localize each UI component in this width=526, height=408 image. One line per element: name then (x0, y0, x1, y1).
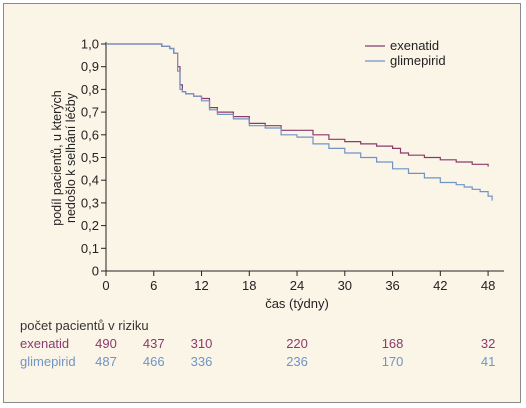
risk-value: 490 (95, 336, 117, 351)
y-tick-label: 0,6 (81, 127, 99, 142)
y-tick-label: 0,1 (81, 241, 99, 256)
risk-value: 487 (95, 354, 117, 369)
y-axis-label: podíl pacientů, u kterých nedošlo k selhá… (50, 90, 78, 226)
y-tick-label: 0,3 (81, 195, 99, 210)
x-tick-label: 0 (102, 278, 109, 293)
x-tick-label: 48 (481, 278, 495, 293)
chart-axes: 0 0,1 0,2 0,3 0,4 0,5 0,6 0,7 0,8 0,9 1,0 0 6 12 18 24 3… (81, 37, 504, 293)
risk-value: 466 (143, 354, 165, 369)
chart-series (106, 43, 493, 201)
y-tick-label: 0,9 (81, 59, 99, 74)
risk-value: 32 (481, 336, 495, 351)
risk-table: exenatid 490 437 310 220 168 32 glimepirid 487 46… (20, 336, 495, 369)
y-tick-label: 0,7 (81, 105, 99, 120)
x-axis-label: čas (týdny) (265, 296, 329, 311)
y-tick-label: 1,0 (81, 37, 99, 52)
x-tick-label: 12 (194, 278, 208, 293)
figure-frame (3, 3, 521, 403)
y-tick-label: 0,4 (81, 173, 99, 188)
x-tick-label: 42 (433, 278, 447, 293)
y-axis-label-line: nedošlo k selhání léčby (64, 92, 78, 223)
risk-row-label-exenatid: exenatid (20, 336, 69, 351)
y-tick-label: 0,8 (81, 82, 99, 97)
legend-label-glimepirid: glimepirid (390, 53, 446, 68)
risk-row-label-glimepirid: glimepirid (20, 354, 76, 369)
risk-table-title: počet pacientů v riziku (20, 318, 149, 333)
risk-value: 41 (481, 354, 495, 369)
series-line-glimepirid (106, 43, 493, 201)
y-axis-label-group: podíl pacientů, u kterých nedošlo k selhá… (50, 90, 78, 226)
x-tick-label: 36 (385, 278, 399, 293)
risk-value: 236 (286, 354, 308, 369)
risk-value: 220 (286, 336, 308, 351)
y-tick-label: 0 (92, 264, 99, 279)
y-tick-label: 0,5 (81, 150, 99, 165)
x-tick-label: 24 (290, 278, 304, 293)
y-axis-label-line: podíl pacientů, u kterých (50, 90, 64, 226)
risk-value: 336 (191, 354, 213, 369)
x-tick-label: 18 (242, 278, 256, 293)
x-tick-label: 6 (150, 278, 157, 293)
risk-value: 310 (191, 336, 213, 351)
legend-label-exenatid: exenatid (390, 38, 439, 53)
risk-value: 168 (382, 336, 404, 351)
risk-value: 170 (382, 354, 404, 369)
x-tick-label: 30 (338, 278, 352, 293)
y-tick-label: 0,2 (81, 218, 99, 233)
risk-value: 437 (143, 336, 165, 351)
